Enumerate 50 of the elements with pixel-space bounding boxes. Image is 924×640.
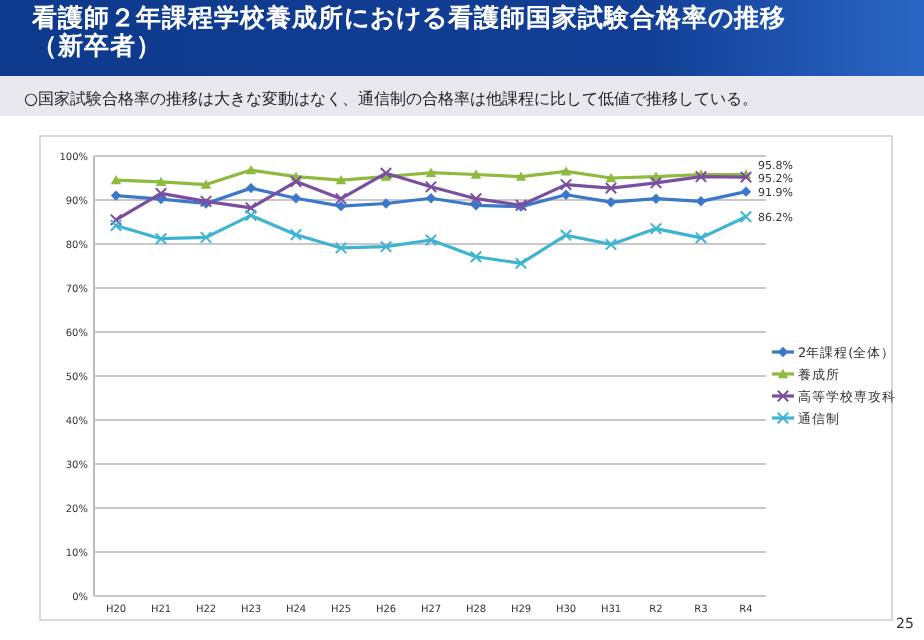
point	[740, 186, 752, 197]
point	[289, 175, 303, 188]
point	[244, 209, 258, 222]
point	[649, 176, 663, 190]
point	[109, 213, 123, 226]
point	[379, 240, 393, 253]
point	[425, 193, 437, 204]
point	[559, 178, 573, 191]
point	[649, 222, 663, 235]
point	[155, 176, 167, 187]
point	[200, 179, 212, 189]
point	[154, 232, 168, 245]
point	[335, 200, 347, 212]
point	[334, 192, 348, 205]
point	[739, 210, 753, 223]
point	[560, 189, 572, 200]
point	[289, 228, 303, 241]
point	[469, 250, 483, 263]
point	[739, 170, 753, 184]
point	[244, 201, 258, 215]
point	[605, 172, 617, 183]
point	[424, 180, 438, 193]
point	[425, 167, 437, 177]
point	[109, 219, 123, 232]
point	[604, 238, 618, 251]
chart-title: 看護師２年課程学校養成所における看護師国家試験合格率の推移（新卒者）	[32, 2, 788, 60]
point	[650, 193, 662, 204]
point	[604, 181, 618, 195]
chart-subtitle: ○国家試験合格率の推移は大きな変動はなく、通信制の合格率は他課程に比して低値で推移している。	[24, 90, 758, 108]
point	[695, 196, 707, 207]
point	[245, 182, 257, 194]
point	[559, 229, 573, 242]
point	[110, 175, 122, 185]
point	[694, 231, 708, 245]
point	[514, 257, 528, 270]
point	[334, 241, 348, 255]
point	[110, 190, 122, 201]
point	[245, 164, 257, 175]
point	[154, 187, 168, 200]
point	[379, 166, 393, 180]
point	[470, 169, 482, 179]
point	[380, 198, 392, 209]
point	[560, 166, 572, 176]
point	[199, 231, 213, 244]
point	[424, 233, 438, 247]
point	[515, 171, 527, 181]
point	[469, 192, 483, 205]
point	[290, 193, 302, 204]
point	[605, 197, 617, 208]
point	[335, 175, 347, 185]
